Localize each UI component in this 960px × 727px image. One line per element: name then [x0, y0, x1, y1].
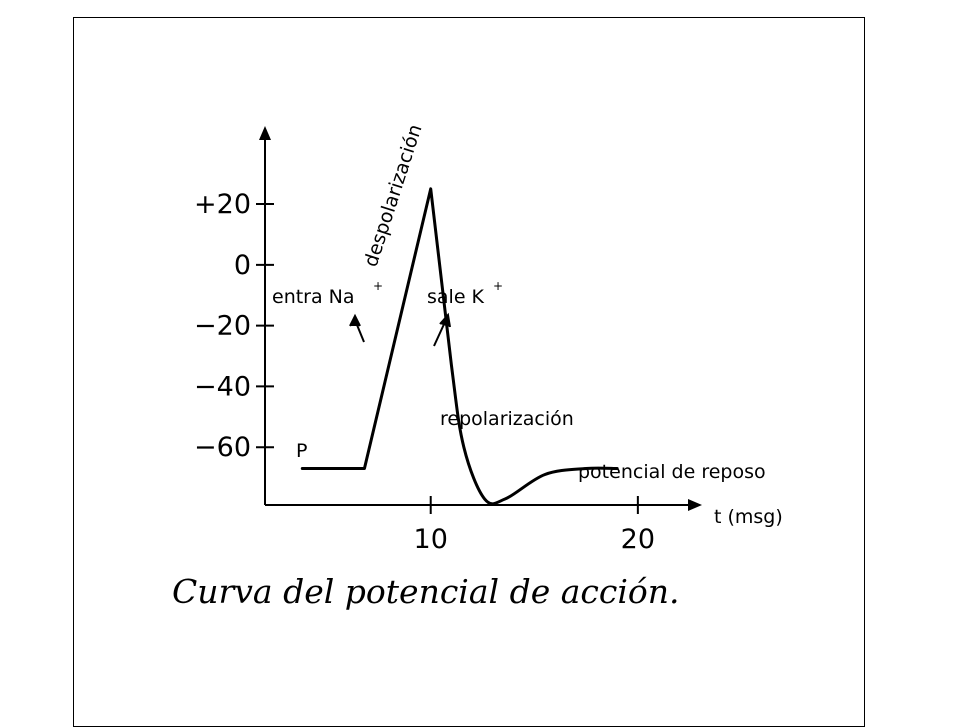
annotation-sale-k: sale K — [427, 286, 485, 308]
arrow-sale-k — [433, 321, 446, 347]
y-tick-label: −60 — [194, 432, 251, 463]
axis-ticks: +20 0 −20 −40 −60 10 20 — [194, 189, 655, 555]
y-tick-label: 0 — [234, 250, 251, 281]
y-tick-label: −20 — [194, 311, 251, 342]
series-group — [300, 187, 619, 506]
slide-frame — [73, 17, 865, 727]
annotation-potencial-de-reposo: potencial de reposo — [578, 461, 766, 483]
arrow-entra-na-head — [349, 313, 361, 327]
action-potential-curve — [300, 187, 619, 506]
annotation-repolarizacion: repolarización — [440, 408, 574, 430]
annotation-entra-na: entra Na — [272, 286, 355, 308]
annotation-arrows — [349, 312, 451, 347]
chart-caption: Curva del potencial de acción. — [172, 572, 680, 611]
axes — [259, 126, 702, 511]
annotation-entra-na-sup: + — [373, 279, 383, 293]
x-tick-label: 10 — [414, 524, 448, 555]
x-tick-label: 20 — [621, 524, 655, 555]
annotation-start-point: P — [296, 440, 307, 462]
x-axis-arrowhead — [688, 499, 702, 511]
y-tick-label: +20 — [194, 189, 251, 220]
x-axis-label: t (msg) — [714, 506, 783, 528]
annotation-sale-k-sup: + — [493, 279, 503, 293]
y-tick-label: −40 — [194, 371, 251, 402]
arrow-sale-k-head — [439, 312, 451, 328]
y-axis-arrowhead — [259, 126, 271, 140]
